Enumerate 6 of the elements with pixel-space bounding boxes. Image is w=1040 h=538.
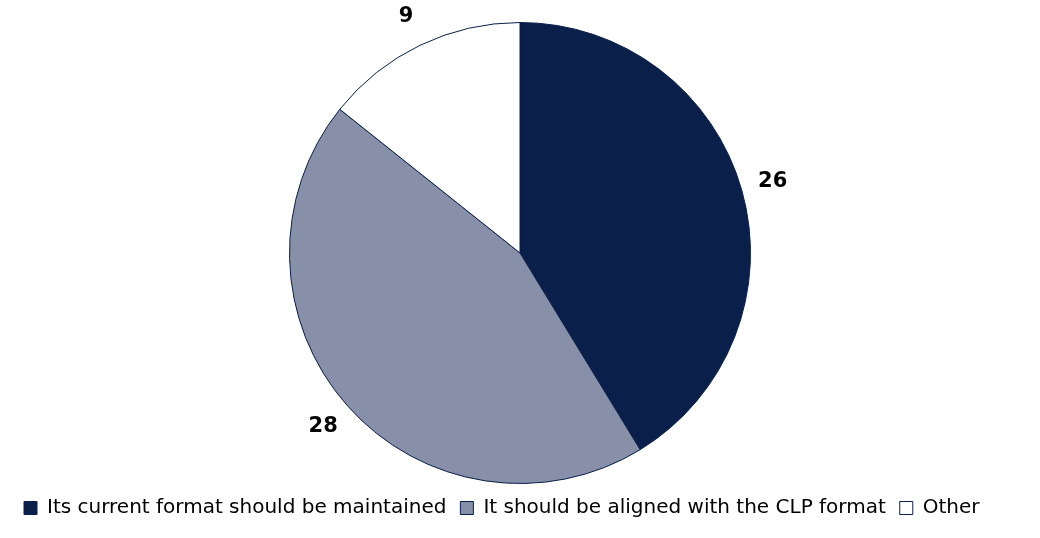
legend-label: Other <box>922 494 981 519</box>
legend-label: Its current format should be maintained <box>47 494 447 519</box>
data-label: 9 <box>398 2 414 27</box>
legend-label: It should be aligned with the CLP format <box>483 494 886 519</box>
data-label: 28 <box>308 413 338 438</box>
data-label: 26 <box>758 168 788 193</box>
